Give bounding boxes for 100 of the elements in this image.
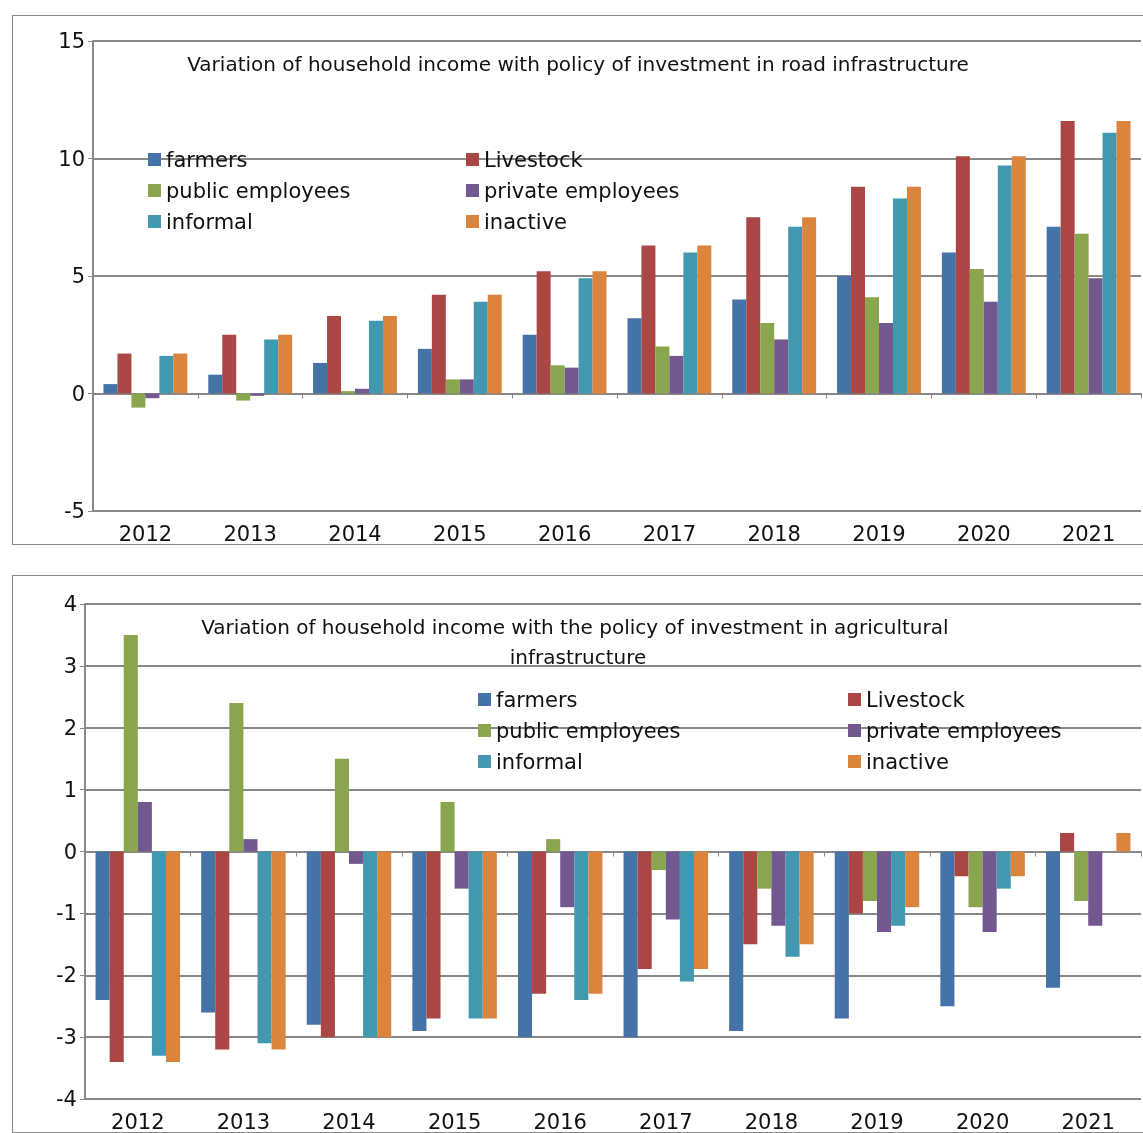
bar [879,323,893,394]
bar [679,851,694,982]
bar [997,165,1012,394]
bar [848,851,863,914]
x-tick-label: 2015 [427,1109,482,1133]
legend-label: public employees [496,718,681,743]
bar [151,851,166,1056]
bar [445,379,460,394]
bar [131,393,146,408]
bar [1011,156,1026,394]
text: Variation of household income with policy of investment in road infrastructure [187,52,969,76]
y-tick-label: -2 [56,963,77,988]
bar [968,851,983,908]
bar [468,851,483,1019]
bar [243,839,258,852]
x-tick-label: 2014 [322,1109,376,1133]
bar [368,320,383,394]
bar [546,839,561,852]
bar [891,851,906,926]
bar [236,393,251,401]
bar [355,388,369,394]
bar [1060,832,1075,852]
bar [865,297,879,394]
bar [363,851,378,1038]
bar [641,245,656,394]
bar [729,851,744,1031]
x-tick-label: 2017 [639,1109,693,1133]
bar [906,186,921,394]
bar [417,348,432,394]
bar [1102,132,1117,394]
bar [1088,278,1103,394]
bar [103,384,118,394]
bar [757,851,772,889]
bar [306,851,321,1025]
bar [377,851,392,1038]
legend-label: informal [496,749,583,774]
bar [788,226,803,394]
bar [732,299,747,394]
bar [693,851,709,970]
bar [802,217,817,394]
bar [905,851,920,908]
bar [117,353,132,394]
bar [473,301,488,394]
bar [1116,832,1131,852]
x-tick-label: 2016 [533,1109,587,1133]
bar [851,186,866,394]
legend-label: Livestock [866,687,966,712]
bar [482,851,497,1019]
y-tick-label: -1 [56,901,77,926]
x-tick-label: 2013 [216,1109,271,1133]
text: Variation of household income with the policy of investment in agricultural infrastructure [201,615,955,669]
y-tick-label: -5 [64,499,85,523]
bar [1060,120,1075,394]
bar [683,252,698,394]
bar [550,365,565,394]
bar [173,353,188,394]
bar [588,851,603,994]
bar [349,851,364,864]
y-tick-label: 0 [71,381,85,406]
x-tick-label: 2013 [223,521,277,546]
bar [264,339,279,394]
bar [208,374,223,394]
legend-label: informal [166,209,253,234]
bar [440,802,455,852]
bar [222,334,237,394]
bar [1074,851,1089,901]
x-tick-label: 2012 [111,1109,165,1133]
legend-label: private employees [484,178,680,203]
bar [382,315,397,394]
legend-label: farmers [496,687,578,712]
bar [159,355,174,394]
bar [746,217,761,394]
bar [1046,226,1061,394]
bar [215,851,230,1050]
bar [313,362,328,394]
bar [327,315,342,394]
bar [1045,851,1061,988]
bar [982,851,997,932]
bar [799,851,814,945]
bar [201,851,216,1013]
x-tick-label: 2019 [852,521,906,546]
bar [983,301,998,394]
y-tick-label: 10 [58,146,85,171]
bar [892,198,907,394]
bar [560,851,575,908]
bar [834,851,849,1019]
bar [1074,233,1089,394]
legend-label: Livestock [484,147,584,172]
bar [771,851,786,926]
x-tick-label: 2014 [328,521,382,546]
bar [1088,851,1103,926]
x-tick-label: 2021 [1061,1109,1115,1133]
x-tick-label: 2021 [1061,521,1116,546]
bar [954,851,969,877]
bar [454,851,469,889]
x-tick-label: 2015 [433,521,487,546]
bar [487,294,502,394]
bar [969,268,984,394]
bar [564,367,579,394]
y-tick-label: 0 [63,839,77,864]
